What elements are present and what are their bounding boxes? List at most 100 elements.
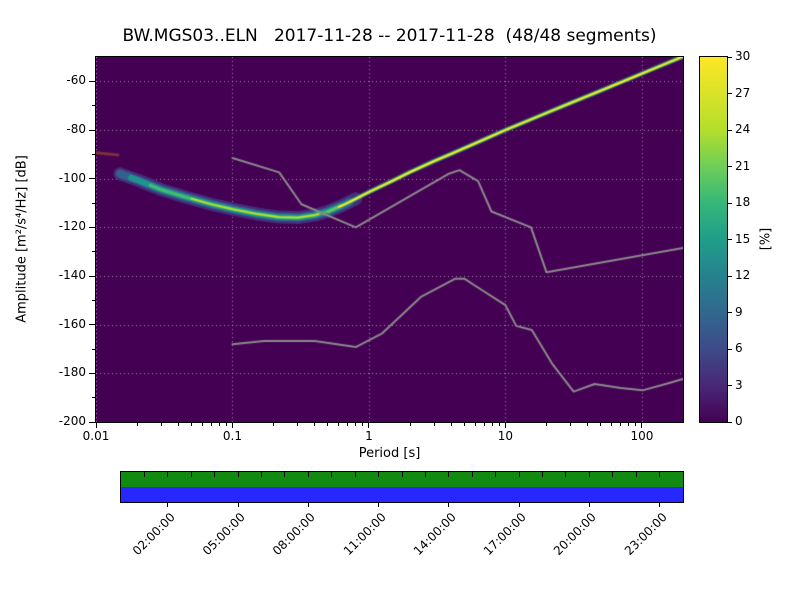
y-minor-tick (92, 153, 95, 155)
colorbar-tick-label: 15 (735, 231, 751, 246)
colorbar-label: [%] (758, 227, 774, 251)
timebar-hour-tick (354, 472, 356, 477)
y-tick-label: -120 (58, 219, 86, 234)
x-tick-label: 0.01 (82, 429, 110, 443)
timebar-hour-tick (588, 472, 590, 477)
x-major-tick (95, 423, 97, 428)
x-minor-tick (355, 423, 357, 426)
x-minor-tick (218, 423, 220, 426)
timebar-hour-tick (635, 472, 637, 477)
y-tick-label: -80 (66, 122, 86, 136)
y-minor-tick (92, 105, 95, 107)
timebar-time-label: 05:00:00 (199, 510, 248, 559)
y-major-tick (89, 178, 95, 180)
plot-title: BW.MGS03..ELN 2017-11-28 -- 2017-11-28 (… (122, 26, 657, 46)
timebar-hour-tick (214, 472, 216, 477)
timebar-label-tick (448, 503, 450, 507)
y-major-tick (89, 129, 95, 131)
colorbar-tick (728, 93, 732, 94)
x-minor-tick (225, 423, 227, 426)
x-minor-tick (409, 423, 411, 426)
timebar-label-tick (659, 503, 661, 507)
timebar-hour-tick (495, 472, 497, 477)
x-minor-tick (474, 423, 476, 426)
colorbar-tick-label: 3 (735, 377, 743, 392)
timebar-hour-tick (542, 472, 543, 477)
x-minor-tick (570, 423, 572, 426)
timebar-time-label: 17:00:00 (480, 510, 529, 559)
colorbar-tick-label: 30 (735, 49, 751, 63)
colorbar-tick-label: 9 (735, 304, 743, 319)
colorbar-tick-label: 6 (735, 341, 743, 355)
x-minor-tick (297, 423, 299, 426)
y-minor-tick (92, 348, 95, 350)
colorbar-tick (728, 348, 732, 350)
timebar-label-tick (518, 503, 520, 507)
y-minor-tick (92, 299, 95, 301)
x-minor-tick (314, 423, 316, 426)
x-minor-tick (628, 423, 630, 426)
timebar-row-blue (121, 487, 683, 502)
timebar-hour-tick (565, 472, 567, 477)
x-minor-tick (347, 423, 349, 426)
x-major-tick (641, 423, 643, 428)
y-tick-label: -60 (66, 73, 86, 88)
timebar-time-label: 23:00:00 (621, 510, 670, 559)
timebar-hour-tick (167, 472, 169, 477)
ppsd-heatmap-canvas (96, 57, 683, 422)
y-major-tick (89, 275, 95, 277)
y-minor-tick (92, 397, 95, 399)
timebar-time-label: 08:00:00 (270, 510, 319, 559)
y-major-tick (89, 324, 95, 326)
y-major-tick (89, 226, 95, 228)
timebar-hour-tick (284, 472, 286, 477)
x-minor-tick (450, 423, 452, 426)
timebar-hour-tick (190, 472, 192, 477)
timebar-time-label: 20:00:00 (551, 510, 600, 559)
plot-area (95, 56, 684, 423)
x-tick-label: 100 (630, 429, 654, 443)
y-tick-label: -160 (58, 316, 86, 331)
timebar-hour-tick (307, 472, 309, 477)
colorbar-tick (728, 56, 732, 58)
x-axis-label: Period [s] (358, 446, 421, 461)
x-tick-label: 10 (497, 429, 514, 443)
y-minor-tick (92, 251, 95, 253)
x-minor-tick (160, 423, 162, 426)
y-minor-tick (92, 202, 95, 204)
x-minor-tick (463, 423, 465, 426)
x-minor-tick (201, 423, 203, 426)
colorbar-tick-label: 27 (735, 85, 751, 100)
timebar-time-label: 14:00:00 (410, 510, 459, 559)
timebar-hour-tick (471, 472, 473, 477)
timebar-time-label: 02:00:00 (129, 510, 178, 559)
x-major-tick (504, 423, 506, 428)
colorbar-gradient (700, 57, 727, 422)
colorbar-tick (728, 275, 732, 277)
colorbar-tick (728, 421, 732, 423)
colorbar-tick-label: 0 (735, 414, 743, 428)
x-minor-tick (433, 423, 435, 426)
x-minor-tick (635, 423, 637, 426)
y-major-tick (89, 372, 95, 374)
x-minor-tick (136, 423, 138, 426)
timebar-label-tick (588, 503, 590, 507)
x-minor-tick (362, 423, 364, 426)
colorbar-tick (728, 202, 732, 204)
x-minor-tick (177, 423, 179, 426)
colorbar-tick (728, 312, 732, 313)
colorbar-tick-label: 12 (735, 268, 751, 282)
timebar-hour-tick (612, 472, 614, 477)
x-minor-tick (327, 423, 329, 426)
timebar-label-tick (167, 503, 169, 507)
timebar-hour-tick (237, 472, 239, 477)
timebar-time-label: 11:00:00 (340, 510, 389, 559)
x-minor-tick (611, 423, 613, 426)
colorbar-tick (728, 166, 732, 167)
y-axis-label: Amplitude [m²/s⁴/Hz] [dB] (14, 155, 30, 323)
timebar-hour-tick (261, 472, 262, 477)
timebar-hour-tick (448, 472, 450, 477)
y-tick-label: -100 (58, 170, 86, 185)
timebar-hour-tick (378, 472, 380, 477)
